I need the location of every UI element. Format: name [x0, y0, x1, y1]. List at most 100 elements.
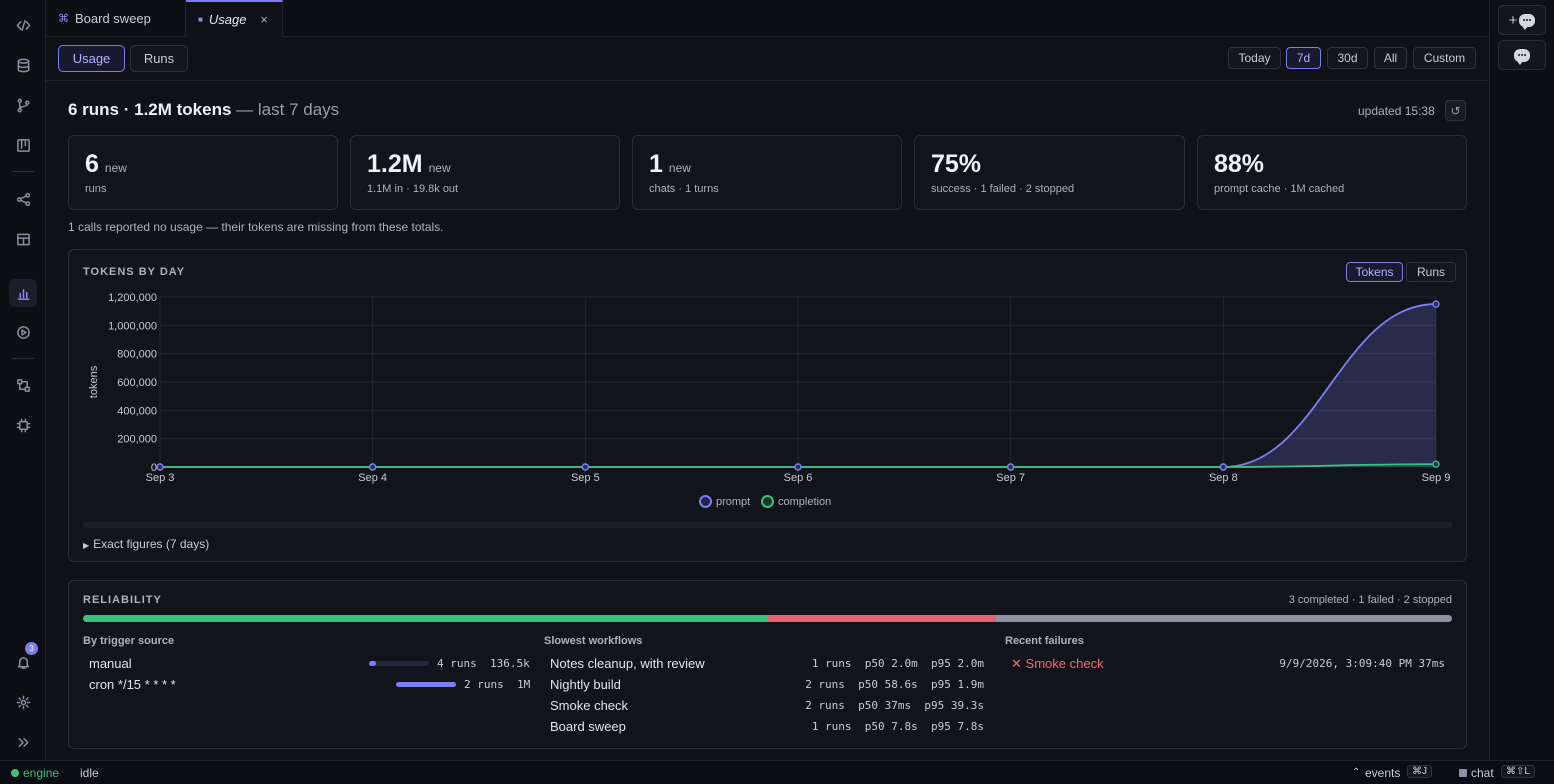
events-toggle[interactable]: events: [1365, 766, 1401, 780]
refresh-icon[interactable]: ↺: [1445, 100, 1466, 121]
chat-toggle[interactable]: chat: [1471, 766, 1494, 780]
x-tick-label: Sep 9: [1422, 472, 1451, 484]
trigger-bar: [369, 661, 429, 666]
stat-value: 1.2M: [367, 150, 423, 178]
trigger-runs: 4 runs: [437, 657, 477, 670]
rail-divider: [12, 171, 34, 172]
legend-swatch: [761, 495, 774, 508]
legend-label: prompt: [716, 495, 751, 508]
y-tick-label: 1,000,000: [108, 320, 157, 332]
usage-tab-icon: ■: [198, 15, 203, 24]
x-tick-label: Sep 5: [571, 472, 600, 484]
range-7d-button[interactable]: 7d: [1286, 47, 1321, 69]
events-shortcut: ⌘J: [1407, 765, 1432, 778]
failure-timestamp: 9/9/2026, 3:09:40 PM: [1279, 657, 1412, 670]
chat-button[interactable]: [1498, 40, 1546, 70]
trigger-bar: [396, 682, 456, 687]
stat-value: 88%: [1214, 150, 1265, 178]
exact-figures-label: Exact figures (7 days): [93, 537, 210, 551]
workflow-stats: 1 runs p50 7.8s p95 7.8s: [811, 720, 984, 733]
x-tick-label: Sep 7: [996, 472, 1025, 484]
reliability-panel: RELIABILITY 3 completed · 1 failed · 2 s…: [68, 580, 1467, 749]
cpu-icon[interactable]: [9, 411, 37, 439]
engine-label[interactable]: engine: [23, 766, 60, 780]
database-icon[interactable]: [9, 51, 37, 79]
notification-badge: 3: [25, 642, 38, 655]
y-tick-label: 1,200,000: [108, 292, 157, 304]
tab-board-sweep[interactable]: ⌘ Board sweep: [46, 0, 186, 37]
exact-figures-strip: [83, 522, 1452, 528]
share-nodes-icon[interactable]: [9, 185, 37, 213]
trigger-tokens: 1M: [517, 678, 531, 691]
x-tick-label: Sep 4: [358, 472, 387, 484]
git-branch-icon[interactable]: [9, 91, 37, 119]
tab-usage[interactable]: ■ Usage ×: [186, 0, 283, 37]
expand-sidebar-icon[interactable]: [9, 728, 37, 756]
tab-label: Board sweep: [75, 11, 151, 26]
trigger-bar-fill: [369, 661, 377, 666]
tokens-by-day-panel: TOKENS BY DAY Tokens Runs 0 200,000 400,00…: [68, 249, 1467, 562]
data-point-prompt: [156, 463, 164, 471]
view-usage-button[interactable]: Usage: [58, 45, 125, 72]
data-point-prompt: [1219, 463, 1228, 471]
stat-card-tokens: 1.2M new 1.1M in · 19.8k out: [350, 135, 620, 210]
status-bar: engine idle ⌃ events ⌘J chat ⌘⇧L: [0, 760, 1554, 784]
y-tick-label: 200,000: [117, 434, 157, 446]
chart-tokens-toggle[interactable]: Tokens: [1346, 262, 1403, 282]
data-point-prompt: [581, 463, 590, 471]
exact-figures-toggle[interactable]: ▶ Exact figures (7 days): [83, 537, 209, 551]
stat-card-runs: 6 new runs: [68, 135, 338, 210]
workflow-name[interactable]: Smoke check: [550, 698, 629, 713]
workflow-name[interactable]: Nightly build: [550, 677, 621, 692]
workflow-stats: 2 runs p50 58.6s p95 1.9m: [805, 678, 984, 691]
board-icon[interactable]: [9, 131, 37, 159]
legend-prompt: prompt: [699, 495, 750, 508]
tab-label: Usage: [208, 12, 247, 27]
failure-item[interactable]: ✕ Smoke check: [1011, 656, 1104, 672]
play-circle-icon[interactable]: [9, 318, 37, 346]
range-30d-button[interactable]: 30d: [1327, 47, 1368, 69]
y-axis-label: tokens: [88, 365, 100, 398]
stat-detail: runs: [85, 183, 107, 195]
trigger-stats: 4 runs 136.5k: [437, 657, 530, 670]
stat-value: 6: [85, 150, 99, 178]
settings-icon[interactable]: [9, 688, 37, 716]
workflow-name[interactable]: Board sweep: [550, 719, 626, 734]
stat-detail: 1.1M in · 19.8k out: [367, 183, 459, 195]
trigger-name: cron */15 * * * *: [89, 677, 176, 692]
y-tick-label: 400,000: [117, 405, 157, 417]
workflow-stats: 1 runs p50 2.0m p95 2.0m: [811, 657, 984, 670]
workflow-name[interactable]: Notes cleanup, with review: [550, 656, 705, 671]
close-icon[interactable]: ×: [260, 12, 269, 27]
reliability-segment-failed: [767, 615, 996, 622]
command-icon: ⌘: [58, 13, 69, 25]
rail-divider: [12, 358, 34, 359]
data-point-prompt: [1432, 300, 1440, 308]
layout-icon[interactable]: [9, 225, 37, 253]
tokens-chart: 0 200,000 400,000 600,000 800,000 1,000,000 1,…: [88, 292, 1451, 484]
trigger-stats: 2 runs 1M: [464, 678, 530, 691]
chart-runs-toggle[interactable]: Runs: [1406, 262, 1456, 282]
data-point-completion: [1432, 460, 1440, 468]
bar-chart-icon[interactable]: [9, 279, 37, 307]
range-custom-button[interactable]: Custom: [1413, 47, 1476, 69]
stat-value: 75%: [931, 150, 982, 178]
workflow-icon[interactable]: [9, 371, 37, 399]
engine-state: idle: [80, 766, 99, 780]
reliability-segment-completed: [83, 615, 768, 622]
new-chat-button[interactable]: +: [1498, 5, 1546, 35]
code-icon[interactable]: [9, 11, 37, 39]
page-title: 6 runs · 1.2M tokens — last 7 days: [68, 100, 339, 120]
range-today-button[interactable]: Today: [1228, 47, 1281, 69]
range-all-button[interactable]: All: [1374, 47, 1407, 69]
tab-bar: ⌘ Board sweep ■ Usage ×: [46, 0, 1489, 37]
bell-icon[interactable]: 3: [9, 642, 38, 676]
failure-time: 9/9/2026, 3:09:40 PM 37ms: [1279, 657, 1445, 670]
stat-detail: chats · 1 turns: [649, 183, 719, 195]
view-runs-button[interactable]: Runs: [130, 45, 188, 72]
stat-value: 1: [649, 150, 663, 178]
stat-card-success: 75% success · 1 failed · 2 stopped: [914, 135, 1185, 210]
stat-detail: prompt cache · 1M cached: [1214, 183, 1345, 195]
y-tick-label: 800,000: [117, 349, 157, 361]
stat-tag: new: [668, 161, 691, 175]
